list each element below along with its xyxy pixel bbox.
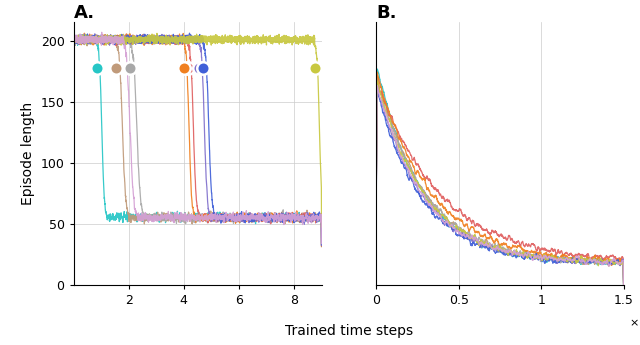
Text: Trained time steps: Trained time steps	[285, 324, 413, 338]
Text: $\times10^6$: $\times10^6$	[629, 314, 640, 330]
Text: A.: A.	[74, 4, 95, 22]
Text: B.: B.	[376, 4, 397, 22]
Y-axis label: Episode length: Episode length	[21, 102, 35, 205]
